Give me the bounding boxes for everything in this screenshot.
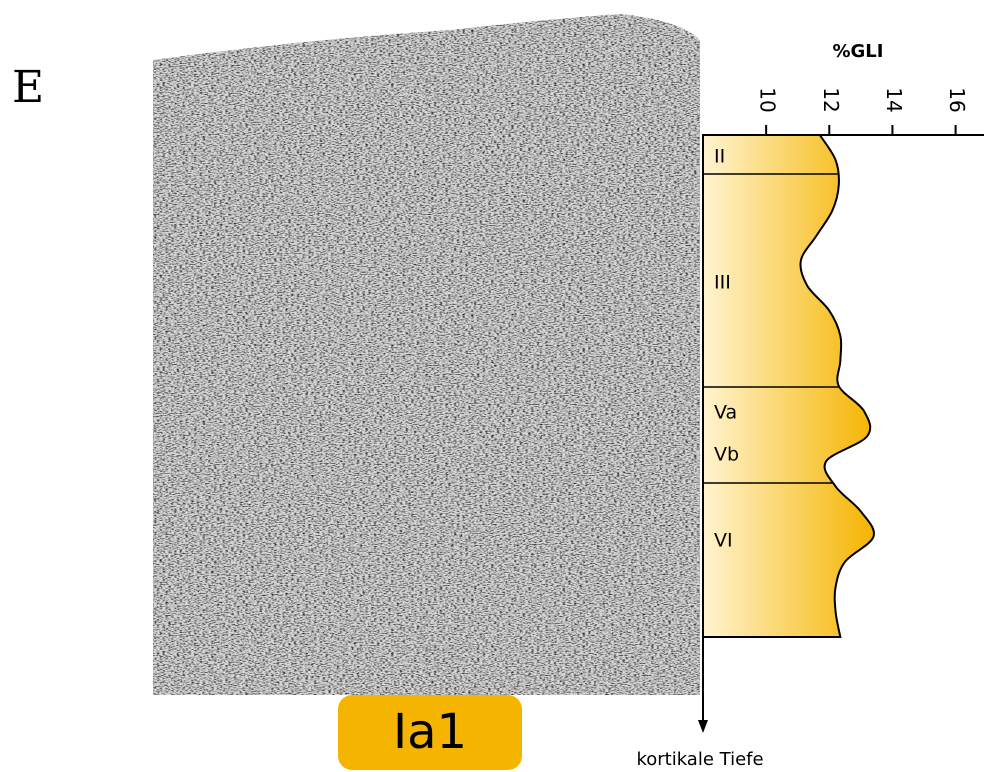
layer-label: III <box>714 272 731 294</box>
x-tick-label: 10 <box>756 87 780 112</box>
histology-texture <box>153 14 700 695</box>
layer-label: Va <box>714 402 737 424</box>
x-axis-label: %GLI <box>833 41 884 62</box>
x-tick-label: 14 <box>882 87 906 112</box>
profile-area <box>703 135 874 637</box>
layer-label: Vb <box>714 444 739 466</box>
y-axis-arrow <box>698 720 708 733</box>
x-tick-label: 16 <box>945 87 969 112</box>
layer-label: VI <box>714 530 733 552</box>
panel-label: E <box>12 62 44 113</box>
figure: E Ia1 IIIIIVaVbVI10121416%GLIkortikale T… <box>0 0 984 772</box>
x-tick-label: 12 <box>819 87 843 112</box>
layer-label: II <box>714 146 725 168</box>
y-axis-label: kortikale Tiefe <box>636 749 763 770</box>
area-label: Ia1 <box>393 704 467 760</box>
